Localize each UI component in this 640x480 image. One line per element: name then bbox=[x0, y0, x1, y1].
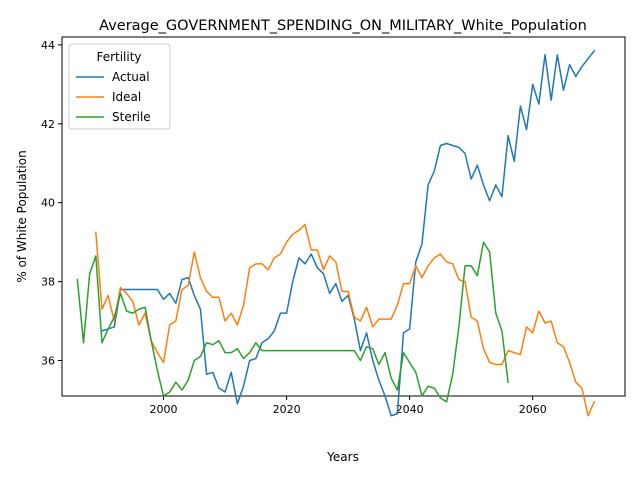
y-axis-ticks: 36 38 40 42 44 bbox=[41, 39, 62, 367]
plot-frame bbox=[61, 36, 626, 397]
y-tick-label: 42 bbox=[41, 118, 55, 131]
x-axis-label: Years bbox=[326, 450, 359, 464]
y-tick-label: 36 bbox=[41, 354, 55, 367]
plot-area: 2000 2020 2040 2060 36 38 40 42 44 bbox=[41, 36, 626, 417]
legend: Fertility Actual Ideal Sterile bbox=[68, 43, 171, 130]
series-line-ideal bbox=[95, 223, 596, 417]
y-axis-label: % of White Population bbox=[15, 150, 29, 282]
y-tick-label: 44 bbox=[41, 39, 55, 52]
x-tick-label: 2040 bbox=[396, 403, 424, 416]
series-lines bbox=[76, 49, 596, 417]
legend-label-actual: Actual bbox=[112, 70, 150, 84]
chart-title: Average_GOVERNMENT_SPENDING_ON_MILITARY_… bbox=[99, 18, 587, 34]
series-line-actual bbox=[101, 49, 596, 417]
legend-frame bbox=[68, 43, 171, 130]
series-line-sterile bbox=[76, 241, 509, 403]
legend-title: Fertility bbox=[96, 50, 141, 64]
y-tick-label: 40 bbox=[41, 197, 55, 210]
x-tick-label: 2020 bbox=[273, 403, 301, 416]
legend-label-ideal: Ideal bbox=[112, 90, 141, 104]
x-tick-label: 2060 bbox=[519, 403, 547, 416]
y-tick-label: 38 bbox=[41, 276, 55, 289]
x-tick-label: 2000 bbox=[150, 403, 178, 416]
x-axis-ticks: 2000 2020 2040 2060 bbox=[150, 396, 547, 416]
legend-label-sterile: Sterile bbox=[112, 110, 151, 124]
